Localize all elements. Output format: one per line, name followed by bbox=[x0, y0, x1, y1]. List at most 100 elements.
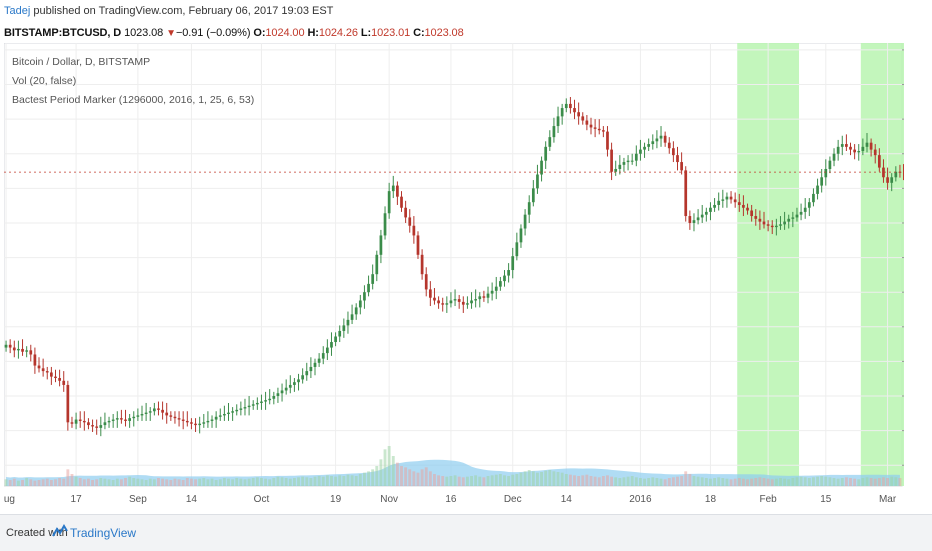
volume-bar bbox=[239, 478, 243, 486]
backtest-band-1 bbox=[860, 43, 904, 486]
volume-bar bbox=[41, 479, 45, 486]
candle-body bbox=[128, 418, 131, 421]
volume-bar bbox=[317, 476, 321, 486]
volume-bar bbox=[268, 479, 272, 486]
high-label: H: bbox=[307, 27, 319, 39]
volume-bar bbox=[284, 478, 288, 486]
legend-main-series[interactable]: Bitcoin / Dollar, D, BITSTAMP bbox=[12, 56, 151, 68]
volume-bar bbox=[544, 470, 548, 486]
volume-bar bbox=[523, 471, 527, 486]
volume-bar bbox=[844, 477, 848, 486]
volume-bar bbox=[189, 478, 193, 486]
volume-bar bbox=[132, 478, 136, 486]
candle-body bbox=[412, 225, 416, 236]
candle-body bbox=[264, 400, 267, 402]
volume-bar bbox=[235, 478, 239, 486]
candle-body bbox=[869, 142, 873, 150]
volume-bar bbox=[597, 477, 601, 486]
volume-bar bbox=[441, 476, 445, 486]
candle-body bbox=[313, 362, 317, 367]
candle-body bbox=[474, 299, 478, 301]
volume-bar bbox=[733, 478, 737, 486]
candle-body bbox=[148, 411, 152, 413]
x-tick-label: 19 bbox=[330, 494, 342, 505]
volume-bar bbox=[185, 478, 189, 486]
candle-body bbox=[255, 402, 259, 405]
volume-bar bbox=[746, 479, 749, 486]
candle-body bbox=[235, 409, 239, 412]
volume-bar bbox=[74, 476, 78, 486]
volume-bar bbox=[8, 480, 12, 486]
candle-body bbox=[338, 330, 342, 337]
candle-body bbox=[326, 347, 329, 354]
volume-bar bbox=[391, 456, 395, 486]
chart-area[interactable]: 200.00225.00250.00275.00300.00325.00350.… bbox=[4, 43, 904, 510]
volume-bar bbox=[33, 480, 37, 486]
candle-body bbox=[861, 146, 865, 151]
volume-bar bbox=[99, 478, 103, 486]
legend-volume[interactable]: Vol (20, false) bbox=[12, 75, 77, 87]
candle-body bbox=[396, 185, 399, 197]
volume-bar bbox=[573, 475, 576, 486]
volume-bar bbox=[21, 480, 24, 486]
candle-body bbox=[231, 411, 234, 413]
candle-body bbox=[284, 387, 288, 391]
volume-bar bbox=[87, 478, 90, 486]
volume-bar bbox=[247, 478, 251, 486]
volume-bar bbox=[173, 478, 177, 486]
volume-bar bbox=[774, 478, 778, 486]
author-link[interactable]: Tadej bbox=[4, 5, 31, 17]
candle-body bbox=[214, 416, 218, 420]
candle-body bbox=[499, 281, 502, 287]
volume-bar bbox=[762, 478, 766, 486]
volume-bar bbox=[202, 478, 206, 486]
candle-body bbox=[523, 214, 527, 229]
legend-backtest-marker[interactable]: Bactest Period Marker (1296000, 2016, 1,… bbox=[12, 94, 255, 106]
tradingview-brand-link[interactable]: TradingView bbox=[70, 526, 137, 540]
candle-body bbox=[111, 419, 115, 421]
candle-body bbox=[799, 211, 803, 215]
candle-body bbox=[41, 368, 45, 372]
volume-bar bbox=[482, 477, 486, 486]
x-tick-label: 14 bbox=[561, 494, 573, 505]
candle-body bbox=[639, 149, 642, 154]
candle-body bbox=[297, 379, 300, 383]
volume-bar bbox=[601, 476, 605, 486]
candle-body bbox=[12, 347, 16, 351]
candle-body bbox=[511, 256, 515, 271]
candle-body bbox=[803, 207, 807, 212]
x-tick-label: 2016 bbox=[629, 494, 652, 505]
volume-bar bbox=[457, 476, 461, 486]
price-chart[interactable]: 200.00225.00250.00275.00300.00325.00350.… bbox=[4, 43, 904, 510]
candle-body bbox=[548, 137, 552, 147]
candle-body bbox=[268, 398, 272, 401]
volume-bar bbox=[309, 478, 313, 486]
volume-bar bbox=[136, 478, 140, 486]
candle-body bbox=[659, 135, 663, 139]
volume-bar bbox=[824, 476, 828, 486]
candle-body bbox=[8, 344, 12, 348]
candle-body bbox=[795, 214, 799, 218]
candle-body bbox=[877, 155, 881, 168]
candle-body bbox=[441, 303, 445, 305]
candle-body bbox=[680, 162, 683, 171]
candle-body bbox=[309, 366, 313, 372]
volume-bar bbox=[655, 478, 659, 486]
candle-body bbox=[66, 384, 70, 423]
volume-bar bbox=[713, 478, 717, 486]
open-value: 1024.00 bbox=[265, 27, 305, 39]
candle-body bbox=[433, 297, 436, 301]
volume-bar bbox=[218, 479, 222, 486]
candle-body bbox=[717, 200, 721, 205]
candle-body bbox=[210, 419, 214, 421]
candle-body bbox=[721, 199, 725, 201]
candle-body bbox=[779, 224, 782, 226]
volume-bar bbox=[606, 475, 609, 486]
candle-body bbox=[367, 283, 370, 293]
candle-body bbox=[404, 207, 407, 218]
candle-body bbox=[606, 131, 609, 150]
volume-bar bbox=[25, 478, 29, 486]
volume-bar bbox=[157, 478, 160, 486]
candle-body bbox=[601, 130, 605, 132]
volume-bar bbox=[877, 478, 881, 486]
